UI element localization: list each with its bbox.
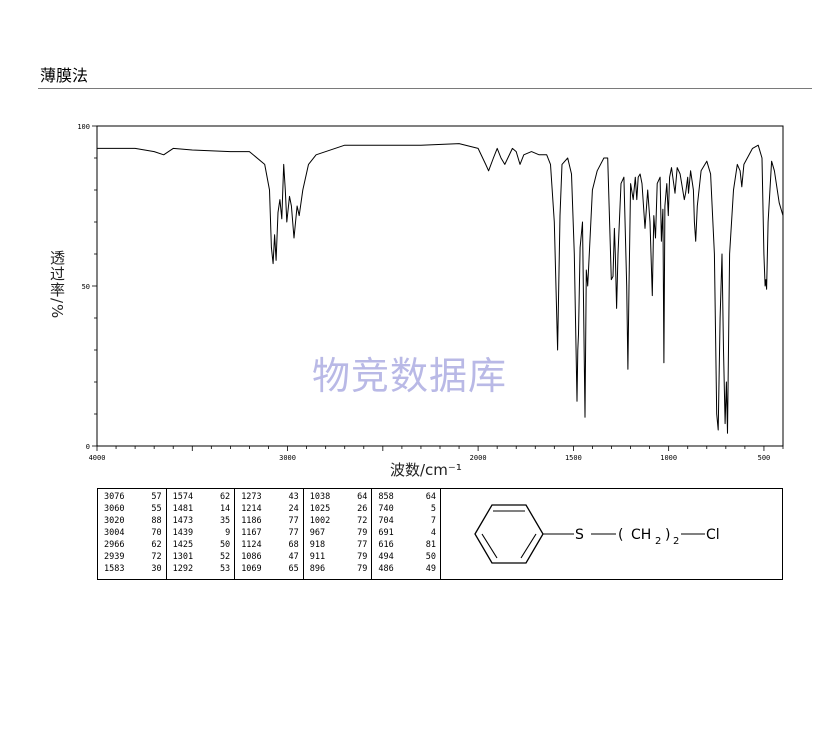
peak-table-column: 1038 64 1025 26 1002 72 967 79 918 77 911 79 8… (304, 489, 373, 579)
open-paren: ( (618, 527, 623, 543)
structure-panel: S ( CH 2 ) 2 Cl (440, 488, 783, 580)
subscript-2-outer: 2 (673, 536, 679, 547)
peak-table: 3076 57 3060 55 3020 88 3004 70 2966 62 2939 7… (97, 488, 441, 580)
peak-table-row: 1069 65 (241, 564, 299, 574)
peak-table-row: 1186 77 (241, 516, 299, 526)
peak-table-row: 486 49 (378, 564, 436, 574)
peak-table-row: 858 64 (378, 492, 436, 502)
peak-table-row: 1167 77 (241, 528, 299, 538)
peak-table-row: 740 5 (378, 504, 436, 514)
ch-label: CH (631, 527, 651, 543)
y-tick-label: 0 (86, 443, 90, 451)
peak-table-row: 1038 64 (309, 492, 368, 502)
peak-table-row: 3076 57 (104, 492, 162, 502)
close-paren: ) (665, 527, 670, 543)
x-tick-label: 2000 (470, 454, 487, 462)
sulfur-label: S (575, 527, 584, 543)
peak-table-column: 1273 43 1214 24 1186 77 1167 77 1124 68 1086 4… (235, 489, 304, 579)
peak-table-row: 3060 55 (104, 504, 162, 514)
peak-table-row: 1583 30 (104, 564, 162, 574)
peak-table-row: 1214 24 (241, 504, 299, 514)
peak-table-row: 1292 53 (172, 564, 231, 574)
spectrum-line (97, 143, 784, 434)
peak-table-row: 896 79 (309, 564, 368, 574)
x-tick-label: 1000 (660, 454, 677, 462)
peak-table-row: 1574 62 (172, 492, 231, 502)
y-tick-label: 100 (77, 123, 90, 131)
y-axis-label: 透过率/% (48, 250, 66, 320)
peak-table-row: 494 50 (378, 552, 436, 562)
ring-double-bond (520, 533, 537, 559)
peak-table-row: 3004 70 (104, 528, 162, 538)
y-tick-label: 50 (82, 283, 90, 291)
peak-table-column: 3076 57 3060 55 3020 88 3004 70 2966 62 2939 7… (98, 489, 167, 579)
peak-table-row: 2966 62 (104, 540, 162, 550)
x-tick-label: 3000 (279, 454, 296, 462)
peak-table-row: 1025 26 (309, 504, 368, 514)
title-divider (38, 88, 812, 89)
peak-table-row: 1439 9 (172, 528, 231, 538)
subscript-2-inner: 2 (655, 536, 661, 547)
structure-diagram: S ( CH 2 ) 2 Cl (474, 504, 720, 564)
peak-table-row: 967 79 (309, 528, 368, 538)
peak-table-row: 1481 14 (172, 504, 231, 514)
peak-table-row: 1425 50 (172, 540, 231, 550)
x-tick-label: 4000 (89, 454, 106, 462)
x-axis-label: 波数/cm⁻¹ (390, 461, 462, 479)
watermark: 物竞数据库 (312, 354, 508, 398)
peak-table-row: 1273 43 (241, 492, 299, 502)
method-title: 薄膜法 (40, 66, 89, 85)
peak-table-row: 911 79 (309, 552, 368, 562)
x-tick-label: 1500 (565, 454, 582, 462)
peak-table-row: 704 7 (378, 516, 436, 526)
ring-double-bond (481, 533, 498, 559)
x-tick-label: 500 (758, 454, 771, 462)
peak-table-column: 858 64 740 5 704 7 691 4 616 81 494 50 486 49 (372, 489, 440, 579)
peak-table-row: 1124 68 (241, 540, 299, 550)
peak-table-row: 616 81 (378, 540, 436, 550)
peak-table-row: 1086 47 (241, 552, 299, 562)
peak-table-row: 1473 35 (172, 516, 231, 526)
peak-table-row: 691 4 (378, 528, 436, 538)
benzene-ring (474, 504, 544, 564)
peak-table-row: 918 77 (309, 540, 368, 550)
peak-table-row: 1301 52 (172, 552, 231, 562)
chlorine-label: Cl (706, 527, 720, 543)
peak-table-row: 2939 72 (104, 552, 162, 562)
peak-table-row: 3020 88 (104, 516, 162, 526)
peak-table-column: 1574 62 1481 14 1473 35 1439 9 1425 50 1301 52… (167, 489, 236, 579)
peak-table-row: 1002 72 (309, 516, 368, 526)
